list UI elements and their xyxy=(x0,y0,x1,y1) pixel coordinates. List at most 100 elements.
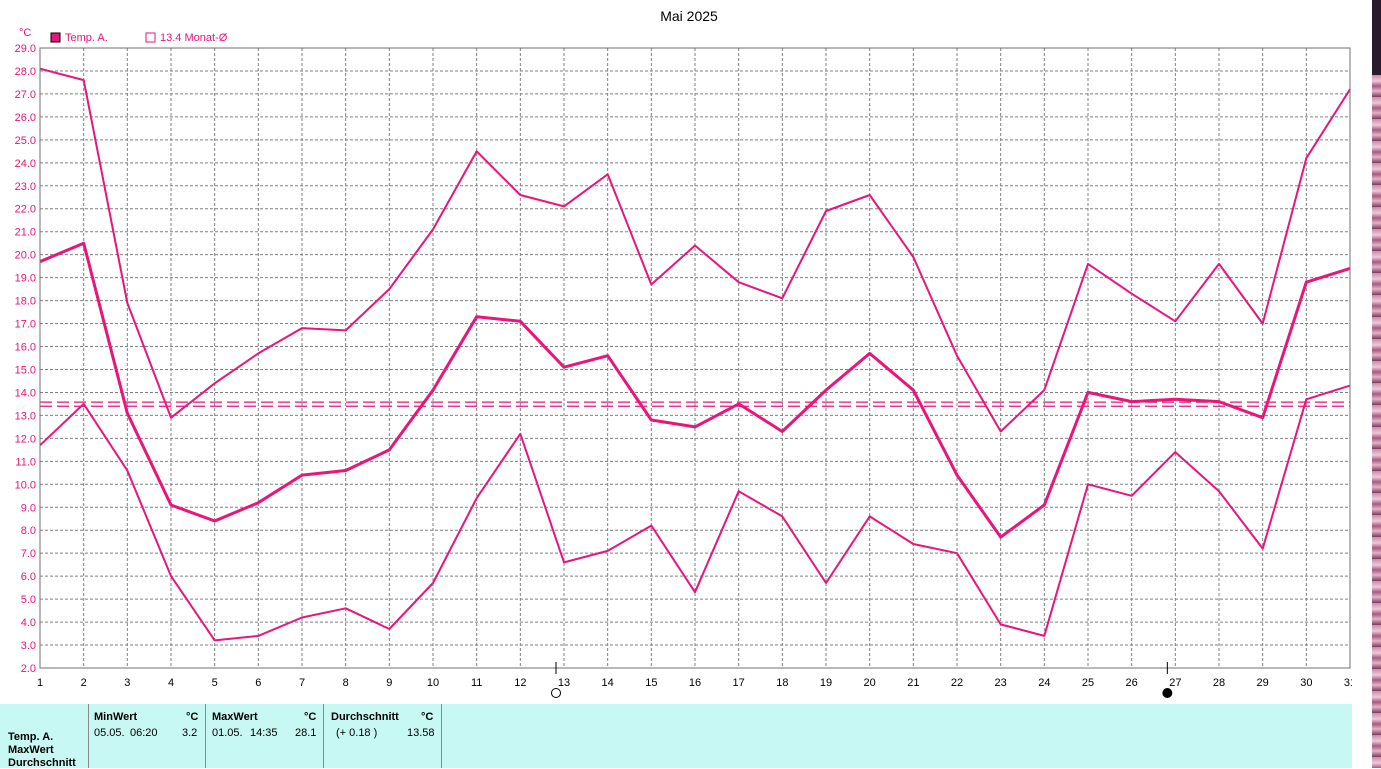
min-unit: °C xyxy=(186,711,199,723)
x-tick-label: 30 xyxy=(1300,677,1312,689)
avg-value: 13.58 xyxy=(407,727,435,739)
x-tick-label: 14 xyxy=(602,677,614,689)
legend: Temp. A. 13.4 Monat-Ø xyxy=(50,32,228,44)
axes: 2.0 3.0 4.0 5.0 6.0 7.0 8.0 9.0 10.0 11.0 12.0 13.0… xyxy=(15,43,1352,689)
grid xyxy=(40,48,1350,668)
legend-label-temp: Temp. A. xyxy=(65,32,108,44)
y-tick-label: 11.0 xyxy=(15,456,36,468)
x-tick-label: 6 xyxy=(255,677,261,689)
x-tick-label: 1 xyxy=(37,677,43,689)
y-tick-label: 27.0 xyxy=(15,89,36,101)
y-tick-label: 24.0 xyxy=(15,158,36,170)
y-tick-label: 2.0 xyxy=(21,663,36,675)
x-tick-label: 2 xyxy=(81,677,87,689)
x-tick-label: 10 xyxy=(427,677,439,689)
y-tick-label: 13.0 xyxy=(15,410,36,422)
y-tick-label: 12.0 xyxy=(15,433,36,445)
y-tick-label: 20.0 xyxy=(15,250,36,262)
y-tick-label: 4.0 xyxy=(21,617,36,629)
x-tick-label: 5 xyxy=(212,677,218,689)
chart-title: Mai 2025 xyxy=(660,8,718,24)
x-tick-label: 17 xyxy=(733,677,745,689)
series-lines xyxy=(39,67,1351,642)
y-tick-label: 28.0 xyxy=(15,66,36,78)
y-tick-label: 19.0 xyxy=(15,273,36,285)
x-tick-label: 7 xyxy=(299,677,305,689)
y-axis-unit: °C xyxy=(19,27,31,39)
x-tick-label: 12 xyxy=(514,677,526,689)
x-tick-label: 23 xyxy=(995,677,1007,689)
series-line-min xyxy=(39,384,1351,642)
column-separator xyxy=(205,704,206,768)
y-tick-label: 15.0 xyxy=(15,364,36,376)
max-date: 01.05. xyxy=(212,727,243,739)
y-tick-label: 8.0 xyxy=(21,525,36,537)
min-header: MinWert xyxy=(94,711,138,723)
row-label-max: MaxWert xyxy=(8,744,54,756)
y-tick-label: 18.0 xyxy=(15,296,36,308)
x-tick-label: 29 xyxy=(1257,677,1269,689)
row-label-temp: Temp. A. xyxy=(8,731,54,743)
y-tick-label: 25.0 xyxy=(15,135,36,147)
x-tick-label: 18 xyxy=(776,677,788,689)
y-tick-label: 26.0 xyxy=(15,112,36,124)
plot-frame xyxy=(39,47,1351,669)
x-tick-label: 13 xyxy=(558,677,570,689)
y-tick-label: 6.0 xyxy=(21,571,36,583)
x-tick-label: 9 xyxy=(386,677,392,689)
max-time: 14:35 xyxy=(250,727,278,739)
y-tick-label: 17.0 xyxy=(15,319,36,331)
full-moon-icon xyxy=(551,688,561,698)
y-tick-label: 29.0 xyxy=(15,43,36,55)
y-tick-label: 22.0 xyxy=(15,204,36,216)
x-tick-label: 11 xyxy=(471,677,482,689)
max-header: MaxWert xyxy=(212,711,258,723)
y-tick-label: 16.0 xyxy=(15,342,36,354)
y-tick-label: 10.0 xyxy=(15,479,36,491)
legend-label-monat: 13.4 Monat-Ø xyxy=(160,32,228,44)
max-unit: °C xyxy=(304,711,317,723)
x-tick-label: 20 xyxy=(864,677,876,689)
x-tick-label: 25 xyxy=(1082,677,1094,689)
background-image xyxy=(1372,75,1381,768)
background-strip xyxy=(1352,0,1381,768)
column-separator xyxy=(441,704,442,768)
avg-delta: (+ 0.18 ) xyxy=(336,727,378,739)
y-tick-label: 5.0 xyxy=(21,594,36,606)
x-tick-label: 26 xyxy=(1126,677,1138,689)
column-separator xyxy=(88,704,89,768)
avg-header: Durchschnitt xyxy=(331,711,399,723)
series-line-mean xyxy=(39,241,1351,539)
x-tick-label: 16 xyxy=(689,677,701,689)
x-tick-label: 15 xyxy=(645,677,657,689)
y-tick-label: 9.0 xyxy=(21,502,36,514)
y-tick-label: 7.0 xyxy=(21,548,36,560)
min-value: 3.2 xyxy=(182,727,198,739)
y-tick-label: 21.0 xyxy=(15,227,36,239)
x-tick-label: 8 xyxy=(343,677,349,689)
new-moon-icon xyxy=(1162,688,1173,698)
x-tick-label: 27 xyxy=(1169,677,1181,689)
x-tick-label: 22 xyxy=(951,677,963,689)
y-tick-label: 3.0 xyxy=(21,640,36,652)
x-tick-label: 31 xyxy=(1344,677,1352,689)
moon-phases xyxy=(551,662,1173,698)
x-tick-label: 28 xyxy=(1213,677,1225,689)
min-date: 05.05. xyxy=(94,727,125,739)
column-separator xyxy=(323,704,324,768)
x-tick-label: 3 xyxy=(124,677,130,689)
x-tick-label: 19 xyxy=(820,677,832,689)
max-value: 28.1 xyxy=(295,727,317,739)
x-tick-label: 21 xyxy=(907,677,919,689)
x-tick-label: 4 xyxy=(168,677,174,689)
y-tick-label: 23.0 xyxy=(15,181,36,193)
series-line-max xyxy=(39,67,1351,433)
stats-panel: Temp. A. MaxWert Durchschnitt MinWert °C… xyxy=(0,704,1352,769)
min-time: 06:20 xyxy=(130,727,158,739)
legend-marker-monat xyxy=(145,32,156,43)
legend-marker-temp xyxy=(50,32,61,43)
x-tick-label: 24 xyxy=(1038,677,1050,689)
avg-unit: °C xyxy=(421,711,434,723)
row-label-avg: Durchschnitt xyxy=(8,757,76,769)
temperature-chart: 2.0 3.0 4.0 5.0 6.0 7.0 8.0 9.0 10.0 11.0 12.0 13.0… xyxy=(15,8,1352,698)
